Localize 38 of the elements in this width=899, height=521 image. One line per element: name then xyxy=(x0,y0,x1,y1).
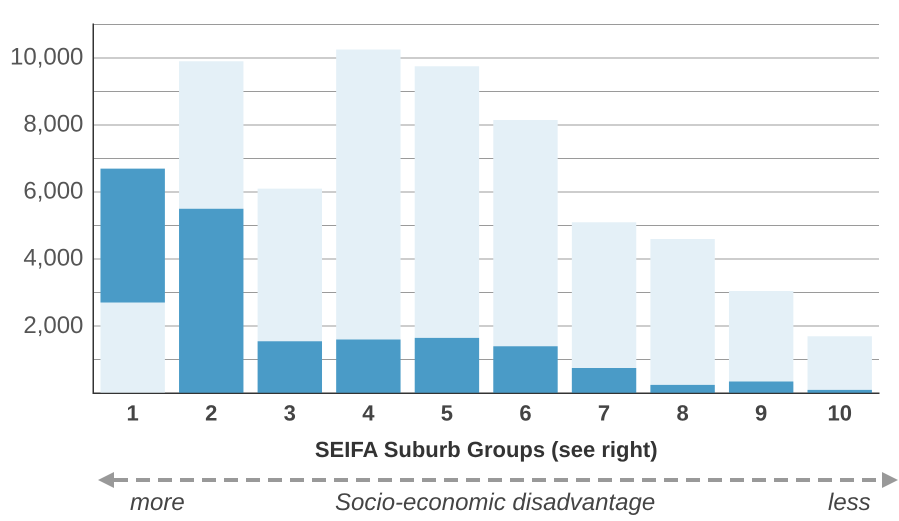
bar xyxy=(414,66,480,338)
y-tick-label: 8,000 xyxy=(23,110,84,138)
bar xyxy=(650,238,715,385)
x-tick-label: 4 xyxy=(362,400,376,426)
bar xyxy=(179,208,244,393)
text: Socio-economic disadvantage xyxy=(335,489,656,516)
x-tick-label: 10 xyxy=(827,400,852,426)
bar xyxy=(100,302,165,393)
bar xyxy=(572,368,636,393)
y-tick-label: 6,000 xyxy=(23,178,84,205)
bar xyxy=(414,338,480,393)
x-tick-label: 8 xyxy=(676,400,689,426)
y-tick-label: 10,000 xyxy=(10,44,84,71)
x-tick-label: 7 xyxy=(598,400,610,426)
bar xyxy=(728,381,794,393)
x-tick-label: 3 xyxy=(284,400,296,426)
bar xyxy=(258,341,322,393)
bar xyxy=(100,168,165,303)
bar xyxy=(650,384,715,393)
x-tick-label: 1 xyxy=(126,400,139,426)
bar xyxy=(258,188,322,342)
x-tick-label: 2 xyxy=(205,400,218,426)
y-tick-label: 4,000 xyxy=(23,244,84,272)
x-axis-title: SEIFA Suburb Groups (see right) xyxy=(314,436,658,462)
text: more xyxy=(130,489,185,516)
bar xyxy=(336,340,401,393)
x-tick-label: 9 xyxy=(755,400,768,426)
bar xyxy=(493,120,558,346)
text: less xyxy=(828,489,871,516)
x-tick-label: 5 xyxy=(440,400,454,426)
bar xyxy=(493,346,558,393)
bar xyxy=(808,336,872,390)
bar xyxy=(179,61,244,209)
y-tick-label: 2,000 xyxy=(23,312,84,339)
bar xyxy=(572,222,636,368)
bar xyxy=(336,50,401,340)
bar xyxy=(728,290,794,382)
x-tick-label: 6 xyxy=(519,400,532,426)
